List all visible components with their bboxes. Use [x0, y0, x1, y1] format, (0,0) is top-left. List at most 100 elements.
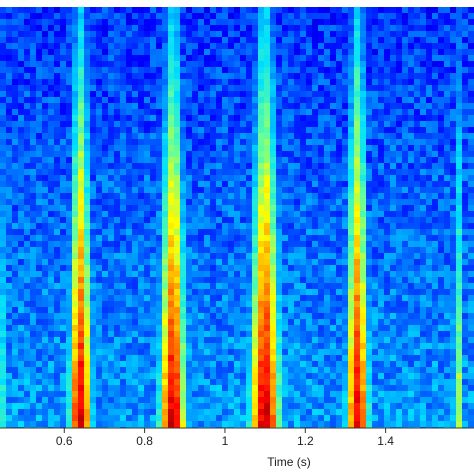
heatmap-cell	[66, 259, 73, 266]
heatmap-cell	[192, 331, 199, 338]
heatmap-cell	[72, 229, 79, 236]
heatmap-cell	[282, 295, 289, 302]
heatmap-cell	[174, 205, 181, 212]
heatmap-cell	[354, 61, 361, 68]
heatmap-cell	[192, 205, 199, 212]
heatmap-cell	[450, 211, 457, 218]
heatmap-cell	[210, 7, 217, 14]
heatmap-cell	[420, 289, 427, 296]
heatmap-cell	[390, 13, 397, 20]
heatmap-cell	[240, 133, 247, 140]
heatmap-cell	[192, 211, 199, 218]
heatmap-cell	[318, 373, 325, 380]
heatmap-cell	[264, 31, 271, 38]
heatmap-cell	[6, 37, 13, 44]
heatmap-cell	[300, 331, 307, 338]
heatmap-cell	[426, 289, 433, 296]
heatmap-cell	[384, 19, 391, 26]
heatmap-cell	[90, 7, 97, 14]
heatmap-cell	[456, 331, 463, 338]
heatmap-cell	[462, 355, 469, 362]
heatmap-cell	[174, 7, 181, 14]
heatmap-cell	[12, 157, 19, 164]
heatmap-cell	[60, 85, 67, 92]
heatmap-cell	[282, 211, 289, 218]
heatmap-cell	[54, 361, 61, 368]
heatmap-cell	[138, 235, 145, 242]
heatmap-cell	[432, 319, 439, 326]
heatmap-cell	[444, 55, 451, 62]
heatmap-cell	[456, 169, 463, 176]
heatmap-cell	[438, 79, 445, 86]
heatmap-cell	[384, 121, 391, 128]
heatmap-cell	[348, 373, 355, 380]
heatmap-cell	[126, 271, 133, 278]
heatmap-cell	[126, 265, 133, 272]
heatmap-cell	[270, 331, 277, 338]
heatmap-cell	[24, 193, 31, 200]
heatmap-cell	[84, 223, 91, 230]
heatmap-cell	[402, 133, 409, 140]
heatmap-cell	[0, 91, 7, 98]
heatmap-cell	[36, 109, 43, 116]
heatmap-cell	[138, 49, 145, 56]
heatmap-cell	[336, 205, 343, 212]
heatmap-cell	[30, 271, 37, 278]
heatmap-cell	[342, 373, 349, 380]
heatmap-cell	[156, 349, 163, 356]
heatmap-cell	[78, 313, 85, 320]
heatmap-cell	[54, 283, 61, 290]
heatmap-cell	[246, 193, 253, 200]
heatmap-cell	[318, 7, 325, 14]
heatmap-cell	[6, 313, 13, 320]
heatmap-cell	[66, 319, 73, 326]
heatmap-cell	[264, 367, 271, 374]
heatmap-cell	[420, 265, 427, 272]
heatmap-cell	[462, 379, 469, 386]
heatmap-cell	[372, 139, 379, 146]
heatmap-cell	[18, 103, 25, 110]
heatmap-cell	[384, 229, 391, 236]
heatmap-cell	[378, 289, 385, 296]
heatmap-cell	[96, 61, 103, 68]
heatmap-cell	[264, 361, 271, 368]
heatmap-cell	[306, 175, 313, 182]
heatmap-cell	[30, 91, 37, 98]
heatmap-cell	[102, 289, 109, 296]
heatmap-cell	[120, 211, 127, 218]
heatmap-cell	[210, 337, 217, 344]
heatmap-cell	[300, 169, 307, 176]
heatmap-cell	[372, 235, 379, 242]
heatmap-cell	[150, 49, 157, 56]
heatmap-cell	[204, 157, 211, 164]
heatmap-cell	[306, 337, 313, 344]
heatmap-cell	[174, 145, 181, 152]
heatmap-cell	[204, 91, 211, 98]
heatmap-cell	[318, 307, 325, 314]
heatmap-cell	[6, 211, 13, 218]
heatmap-cell	[240, 217, 247, 224]
heatmap-cell	[228, 115, 235, 122]
heatmap-cell	[54, 139, 61, 146]
heatmap-cell	[42, 43, 49, 50]
heatmap-cell	[90, 235, 97, 242]
heatmap-cell	[18, 229, 25, 236]
heatmap-cell	[324, 379, 331, 386]
heatmap-cell	[168, 367, 175, 374]
heatmap-cell	[372, 271, 379, 278]
heatmap-cell	[420, 307, 427, 314]
heatmap-cell	[276, 343, 283, 350]
heatmap-cell	[144, 337, 151, 344]
heatmap-cell	[252, 211, 259, 218]
heatmap-cell	[138, 361, 145, 368]
heatmap-cell	[150, 163, 157, 170]
heatmap-cell	[66, 49, 73, 56]
heatmap-cell	[78, 235, 85, 242]
heatmap-cell	[258, 343, 265, 350]
heatmap-cell	[54, 277, 61, 284]
heatmap-cell	[390, 325, 397, 332]
heatmap-cell	[18, 19, 25, 26]
heatmap-cell	[390, 43, 397, 50]
heatmap-cell	[390, 187, 397, 194]
heatmap-cell	[126, 379, 133, 386]
